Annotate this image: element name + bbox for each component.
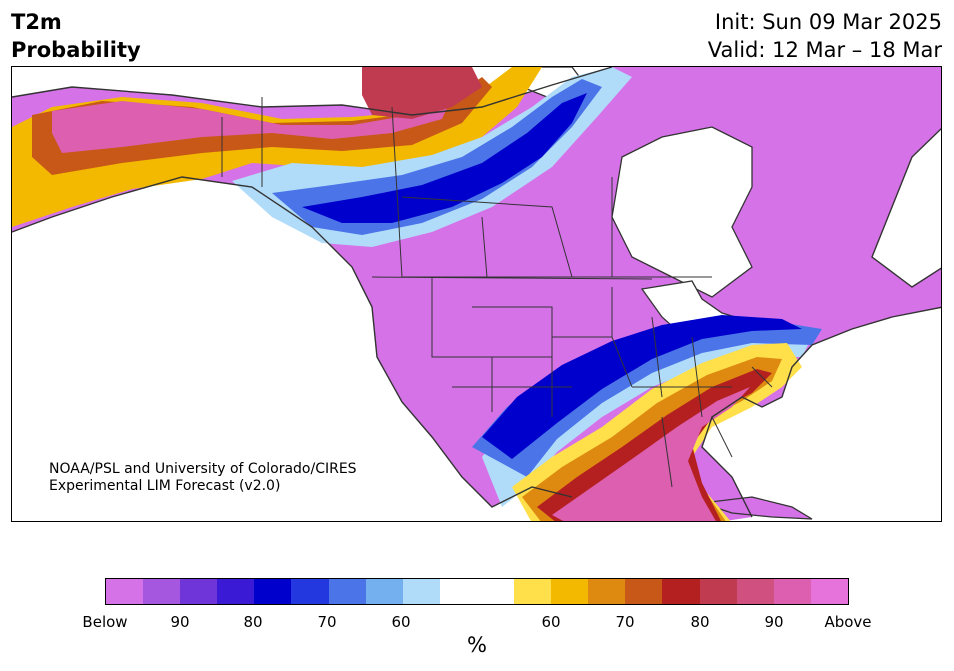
colorbar-tick-above-60: 60 xyxy=(541,613,561,631)
colorbar-unit: % xyxy=(467,633,487,657)
colorbar-tick-above-70: 70 xyxy=(615,613,635,631)
init-date: Init: Sun 09 Mar 2025 xyxy=(714,10,942,34)
warm-alaska-top xyxy=(362,67,482,119)
colorbar-segment xyxy=(773,579,811,604)
colorbar-segment xyxy=(402,579,440,604)
colorbar-segment xyxy=(365,579,403,604)
colorbar-tick-above-90: 90 xyxy=(764,613,784,631)
warm-peak-alaska xyxy=(52,97,452,153)
title-block-right: Init: Sun 09 Mar 2025 Valid: 12 Mar – 18… xyxy=(708,8,942,64)
colorbar-segment xyxy=(106,579,144,604)
map-canvas xyxy=(12,67,941,521)
colorbar-segment xyxy=(439,579,477,604)
cold-mid-us xyxy=(472,317,822,477)
colorbar-segment xyxy=(180,579,218,604)
colorbar-segment xyxy=(217,579,255,604)
product-title: Probability xyxy=(11,38,141,62)
colorbar-segment xyxy=(588,579,626,604)
colorbar-segment xyxy=(476,579,515,604)
colorbar-segment xyxy=(810,579,848,604)
political-boundaries xyxy=(221,97,773,488)
colorbar-tick-below-80: 80 xyxy=(243,613,263,631)
colorbar-tick-below: Below xyxy=(82,613,128,631)
land-cuba xyxy=(701,496,813,520)
warm-peak-southeast xyxy=(552,387,750,521)
colorbar-segment xyxy=(328,579,366,604)
colorbar-tick-above-80: 80 xyxy=(690,613,710,631)
colorbar-segment xyxy=(143,579,181,604)
variable-title: T2m xyxy=(11,10,62,34)
credit-line-2: Experimental LIM Forecast (v2.0) xyxy=(49,478,281,494)
colorbar-segment xyxy=(551,579,589,604)
colorbar-segment xyxy=(291,579,329,604)
cold-core-west xyxy=(302,93,587,223)
water-hudson-bay xyxy=(611,126,753,298)
colorbar-segment xyxy=(254,579,292,604)
valid-range: Valid: 12 Mar – 18 Mar xyxy=(707,38,942,62)
title-block-left: T2m Probability xyxy=(11,8,141,64)
colorbar-tick-below-90: 90 xyxy=(170,613,190,631)
colorbar-segment xyxy=(514,579,552,604)
colorbar-segment xyxy=(625,579,663,604)
colorbar xyxy=(105,578,849,605)
coastline xyxy=(12,67,941,518)
cold-mid-west xyxy=(272,79,602,235)
credit-line-1: NOAA/PSL and University of Colorado/CIRE… xyxy=(49,461,357,477)
credit-text: NOAA/PSL and University of Colorado/CIRE… xyxy=(49,461,357,495)
colorbar-segment xyxy=(699,579,737,604)
colorbar-tick-above: Above xyxy=(824,613,872,631)
colorbar-segment xyxy=(662,579,700,604)
probability-map xyxy=(11,66,942,522)
colorbar-tick-below-60: 60 xyxy=(391,613,411,631)
colorbar-segment xyxy=(736,579,774,604)
colorbar-tick-below-70: 70 xyxy=(317,613,337,631)
